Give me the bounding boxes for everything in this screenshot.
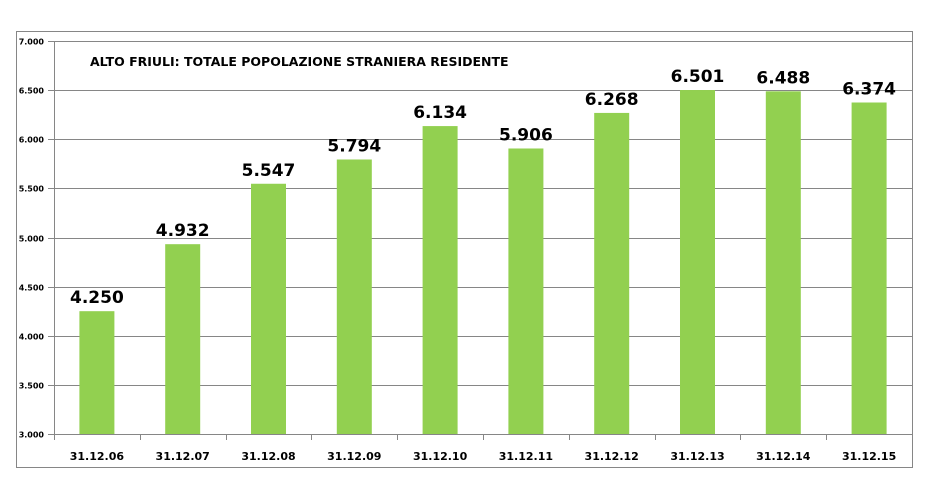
x-tick-label: 31.12.06 <box>70 450 125 463</box>
data-label: 6.134 <box>413 103 467 123</box>
y-tick-label: 6.500 <box>19 87 45 96</box>
x-tick-label: 31.12.11 <box>499 450 553 463</box>
data-label: 6.374 <box>842 80 896 100</box>
bar <box>594 112 630 434</box>
x-tick-label: 31.12.07 <box>156 450 210 463</box>
chart-border <box>16 31 913 468</box>
data-label: 4.932 <box>156 221 210 241</box>
y-tick-label: 3.000 <box>19 431 45 440</box>
bar <box>765 91 801 434</box>
x-tick-label: 31.12.10 <box>413 450 468 463</box>
bar <box>251 183 286 434</box>
bar <box>165 244 201 434</box>
y-tick-label: 3.500 <box>19 382 45 391</box>
x-tick-label: 31.12.08 <box>241 450 295 463</box>
chart-title: ALTO FRIULI: TOTALE POPOLAZIONE STRANIER… <box>90 54 509 69</box>
x-tick-label: 31.12.14 <box>756 450 811 463</box>
y-tick-label: 4.000 <box>19 333 45 342</box>
data-label: 6.501 <box>671 67 725 87</box>
data-label: 6.268 <box>585 90 639 110</box>
y-tick-label: 5.000 <box>19 235 45 244</box>
bar <box>422 126 458 434</box>
y-tick-label: 7.000 <box>19 38 45 47</box>
data-label: 5.906 <box>499 125 553 145</box>
bar <box>851 102 887 434</box>
bar <box>336 159 372 434</box>
y-tick-label: 4.500 <box>19 284 45 293</box>
data-label: 5.547 <box>242 161 296 181</box>
data-label: 5.794 <box>327 136 381 156</box>
x-tick-label: 31.12.12 <box>585 450 639 463</box>
data-label: 6.488 <box>756 68 810 88</box>
bar <box>508 148 544 434</box>
x-tick-label: 31.12.09 <box>327 450 381 463</box>
bar <box>79 311 115 434</box>
x-tick-label: 31.12.15 <box>842 450 896 463</box>
y-tick-label: 6.000 <box>19 136 45 145</box>
bar <box>680 90 715 435</box>
data-label: 4.250 <box>70 288 124 308</box>
y-tick-label: 5.500 <box>19 185 45 194</box>
x-tick-label: 31.12.13 <box>670 450 724 463</box>
